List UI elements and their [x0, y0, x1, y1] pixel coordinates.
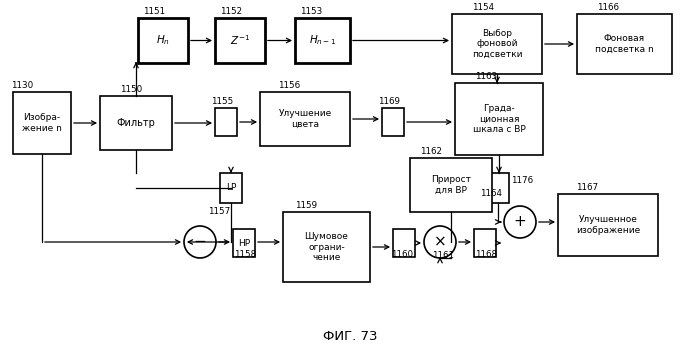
Text: 1164: 1164 — [480, 189, 502, 198]
Text: 1167: 1167 — [576, 183, 598, 192]
Text: Изобра-
жение n: Изобра- жение n — [22, 113, 62, 133]
Text: Улучшенное
изображение: Улучшенное изображение — [576, 215, 640, 235]
Text: 1151: 1151 — [143, 7, 165, 16]
Bar — [474, 229, 496, 257]
Text: 1166: 1166 — [597, 3, 619, 12]
Text: 1163: 1163 — [475, 72, 497, 81]
Bar — [455, 83, 543, 155]
Text: 1152: 1152 — [220, 7, 242, 16]
Text: 1159: 1159 — [295, 201, 317, 210]
Bar — [100, 96, 172, 150]
Bar — [295, 18, 350, 63]
Bar — [452, 14, 542, 74]
Text: 1150: 1150 — [120, 85, 142, 94]
Text: +: + — [514, 214, 526, 229]
Text: ×: × — [433, 235, 447, 250]
Bar — [283, 212, 370, 282]
Text: 1157: 1157 — [208, 207, 230, 216]
Text: LP: LP — [226, 184, 236, 192]
Text: 1169: 1169 — [378, 97, 400, 106]
Bar — [393, 229, 415, 257]
Text: 1153: 1153 — [300, 7, 322, 16]
Text: $H_n$: $H_n$ — [156, 34, 170, 48]
Text: −: − — [194, 235, 206, 250]
Text: Прирост
для ВР: Прирост для ВР — [431, 175, 471, 195]
Text: 1162: 1162 — [420, 147, 442, 156]
Bar — [260, 92, 350, 146]
Text: HP: HP — [238, 239, 250, 247]
Circle shape — [504, 206, 536, 238]
Text: 1156: 1156 — [278, 81, 300, 90]
Bar — [487, 173, 509, 203]
Text: 1155: 1155 — [211, 97, 233, 106]
Bar — [138, 18, 188, 63]
Text: Улучшение
цвета: Улучшение цвета — [279, 109, 332, 129]
Bar — [220, 173, 242, 203]
Text: $H_{n-1}$: $H_{n-1}$ — [309, 34, 336, 48]
Text: ФИГ. 73: ФИГ. 73 — [323, 331, 377, 344]
Text: 1161: 1161 — [432, 251, 454, 260]
Bar — [215, 18, 265, 63]
Bar — [233, 229, 255, 257]
Text: 1160: 1160 — [391, 250, 413, 259]
Bar — [13, 92, 71, 154]
Text: Выбор
фоновой
подсветки: Выбор фоновой подсветки — [472, 29, 522, 59]
Bar — [558, 194, 658, 256]
Text: Фильтр: Фильтр — [117, 118, 155, 128]
Bar — [382, 108, 404, 136]
Circle shape — [184, 226, 216, 258]
Text: 1158: 1158 — [234, 250, 256, 259]
Text: Фоновая
подсветка n: Фоновая подсветка n — [595, 34, 654, 54]
Text: 1130: 1130 — [11, 81, 34, 90]
Bar — [410, 158, 492, 212]
Text: Града-
ционная
шкала с ВР: Града- ционная шкала с ВР — [473, 104, 526, 134]
Text: 1168: 1168 — [475, 250, 497, 259]
Text: Шумовое
ограни-
чение: Шумовое ограни- чение — [304, 232, 349, 262]
Text: 1154: 1154 — [472, 3, 494, 12]
Bar — [215, 108, 237, 136]
Circle shape — [424, 226, 456, 258]
Bar — [577, 14, 672, 74]
Text: $Z^{-1}$: $Z^{-1}$ — [230, 34, 250, 48]
Text: 1176: 1176 — [511, 176, 533, 185]
